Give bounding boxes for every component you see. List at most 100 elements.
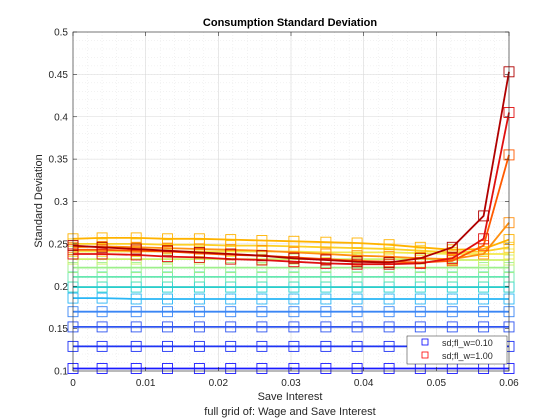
data-point [162,363,173,374]
x-axis-ticks: 0 0.01 0.02 0.03 0.04 0.05 0.06 [70,32,519,389]
series-6 [67,271,515,283]
data-point [130,363,142,374]
legend-label-fl-w-1-00: sd;fl_w=1.00 [442,351,493,361]
y-tick-label: 0.25 [49,239,69,250]
series-line [72,236,510,251]
data-point [193,321,205,333]
data-point [130,262,142,274]
data-point [162,245,173,257]
data-point [256,340,268,352]
data-point [414,252,426,264]
data-point [225,306,237,318]
y-tick-label: 0.2 [54,282,68,293]
data-point [96,262,108,274]
data-point [478,210,490,222]
data-point [96,363,108,374]
data-point [256,271,268,283]
data-point [256,363,268,374]
data-point [351,306,363,318]
data-point [351,321,363,333]
data-point [225,248,237,260]
y-tick-label: 0.15 [49,324,69,335]
data-point [383,271,395,283]
y-axis-label: Standard Deviation [33,154,45,248]
series-15 [67,66,515,268]
x-tick-label: 0.05 [427,378,447,389]
data-point [96,232,108,244]
legend-label-fl-w-0-10: sd;fl_w=0.10 [442,338,493,348]
data-point [225,262,237,274]
data-point [414,321,426,333]
x-tick-label: 0 [70,378,76,389]
data-point [288,271,300,283]
data-point [256,262,268,274]
series-line [72,71,510,264]
data-point [320,236,332,248]
x-axis-label: Save Interest [258,391,323,403]
y-axis-ticks: 0.1 0.15 0.2 0.25 0.3 0.35 0.4 0.45 0.5 [49,28,509,378]
data-point [96,271,108,283]
data-point [96,321,108,333]
data-point [288,306,300,318]
legend-marker-fl-w-1-00 [421,351,429,359]
chart-title: Consumption Standard Deviation [203,17,377,29]
data-point [478,321,490,333]
x-tick-label: 0.06 [499,378,519,389]
data-point [193,271,205,283]
data-point [256,293,268,305]
data-point [351,293,363,305]
data-point [162,271,173,283]
data-point [288,235,300,247]
data-point [320,293,332,305]
y-tick-label: 0.5 [54,28,68,39]
data-point [383,340,395,352]
data-point [478,306,490,318]
data-point [288,293,300,305]
data-point [96,248,108,260]
data-point [446,271,458,283]
data-point [193,363,205,374]
data-point [478,254,490,266]
data-point [130,340,142,352]
y-tick-label: 0.4 [54,112,68,123]
y-tick-label: 0.3 [54,197,68,208]
data-point [478,233,490,245]
data-point [351,363,363,374]
data-point [96,292,108,304]
series-line [73,112,510,266]
grid-lines [72,31,510,372]
data-point [288,363,300,374]
data-point [162,293,173,305]
data-point [130,271,142,283]
data-point [130,243,142,255]
data-point [96,340,108,352]
data-point [225,340,237,352]
data-point [446,293,458,305]
legend-marker-fl-w-0-10 [421,338,429,346]
legend: sd;fl_w=0.10 sd;fl_w=1.00 [406,335,508,365]
data-point [256,250,268,262]
data-point [414,241,426,253]
data-point [193,306,205,318]
data-point [225,321,237,333]
x-tick-label: 0.02 [209,378,229,389]
data-point [225,363,237,374]
data-point [478,262,490,274]
y-tick-label: 0.1 [54,367,68,378]
data-point [351,271,363,283]
data-point [414,306,426,318]
data-point [383,363,395,374]
series-line [73,297,509,300]
series-layer [67,66,515,374]
data-point [446,306,458,318]
data-point [383,293,395,305]
y-tick-label: 0.35 [49,155,69,166]
x-tick-label: 0.03 [281,378,301,389]
data-point [288,252,300,264]
data-point [193,293,205,305]
data-point [383,239,395,251]
data-point [320,271,332,283]
data-point [288,340,300,352]
data-point [414,271,426,283]
